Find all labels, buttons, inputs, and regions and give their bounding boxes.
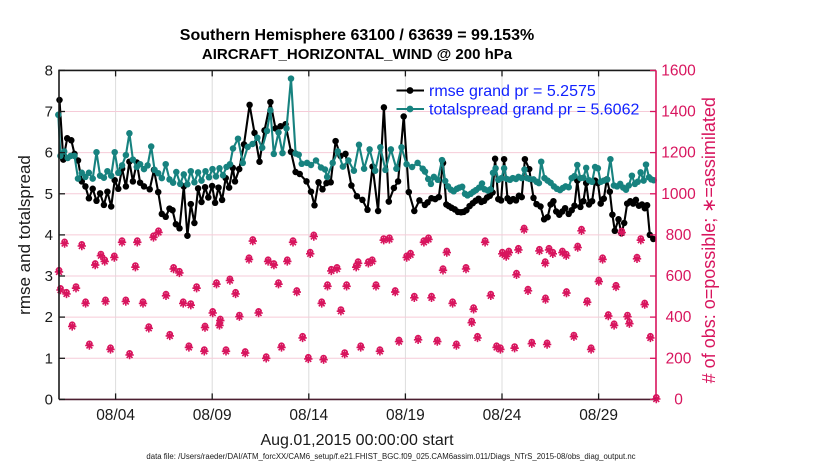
svg-text:7: 7 <box>45 104 53 121</box>
svg-text:08/29: 08/29 <box>579 407 618 424</box>
svg-text:Southern Hemisphere 63100 / 63: Southern Hemisphere 63100 / 63639 = 99.1… <box>180 27 534 44</box>
svg-text:1000: 1000 <box>661 186 696 203</box>
svg-text:5: 5 <box>45 186 53 203</box>
svg-text:6: 6 <box>45 145 53 162</box>
svg-text:rmse and totalspread: rmse and totalspread <box>15 155 34 315</box>
svg-text:600: 600 <box>666 268 692 285</box>
svg-text:rmse grand pr = 5.2575: rmse grand pr = 5.2575 <box>429 83 596 100</box>
svg-text:08/24: 08/24 <box>483 407 522 424</box>
svg-text:# of obs: o=possible; ∗=assimi: # of obs: o=possible; ∗=assimilated <box>699 97 719 383</box>
svg-text:3: 3 <box>45 268 53 285</box>
svg-text:1200: 1200 <box>661 145 696 162</box>
svg-text:08/04: 08/04 <box>96 407 135 424</box>
svg-text:0: 0 <box>674 391 683 408</box>
svg-text:08/09: 08/09 <box>193 407 232 424</box>
svg-text:0: 0 <box>45 391 53 408</box>
svg-text:1400: 1400 <box>661 104 696 121</box>
svg-text:totalspread grand pr = 5.6062: totalspread grand pr = 5.6062 <box>429 102 639 119</box>
svg-text:AIRCRAFT_HORIZONTAL_WIND @ 200: AIRCRAFT_HORIZONTAL_WIND @ 200 hPa <box>202 46 513 63</box>
svg-text:8: 8 <box>45 62 53 79</box>
svg-text:Aug.01,2015 00:00:00 start: Aug.01,2015 00:00:00 start <box>260 432 454 449</box>
svg-text:2: 2 <box>45 309 53 326</box>
svg-text:08/14: 08/14 <box>289 407 328 424</box>
svg-text:08/19: 08/19 <box>386 407 425 424</box>
svg-text:400: 400 <box>666 309 692 326</box>
svg-text:data file: /Users/raeder/DAI/A: data file: /Users/raeder/DAI/ATM_forcXX/… <box>146 452 635 461</box>
svg-text:1: 1 <box>45 350 53 367</box>
svg-text:800: 800 <box>666 227 692 244</box>
svg-text:200: 200 <box>666 350 692 367</box>
svg-text:4: 4 <box>45 227 53 244</box>
svg-text:1600: 1600 <box>661 62 696 79</box>
